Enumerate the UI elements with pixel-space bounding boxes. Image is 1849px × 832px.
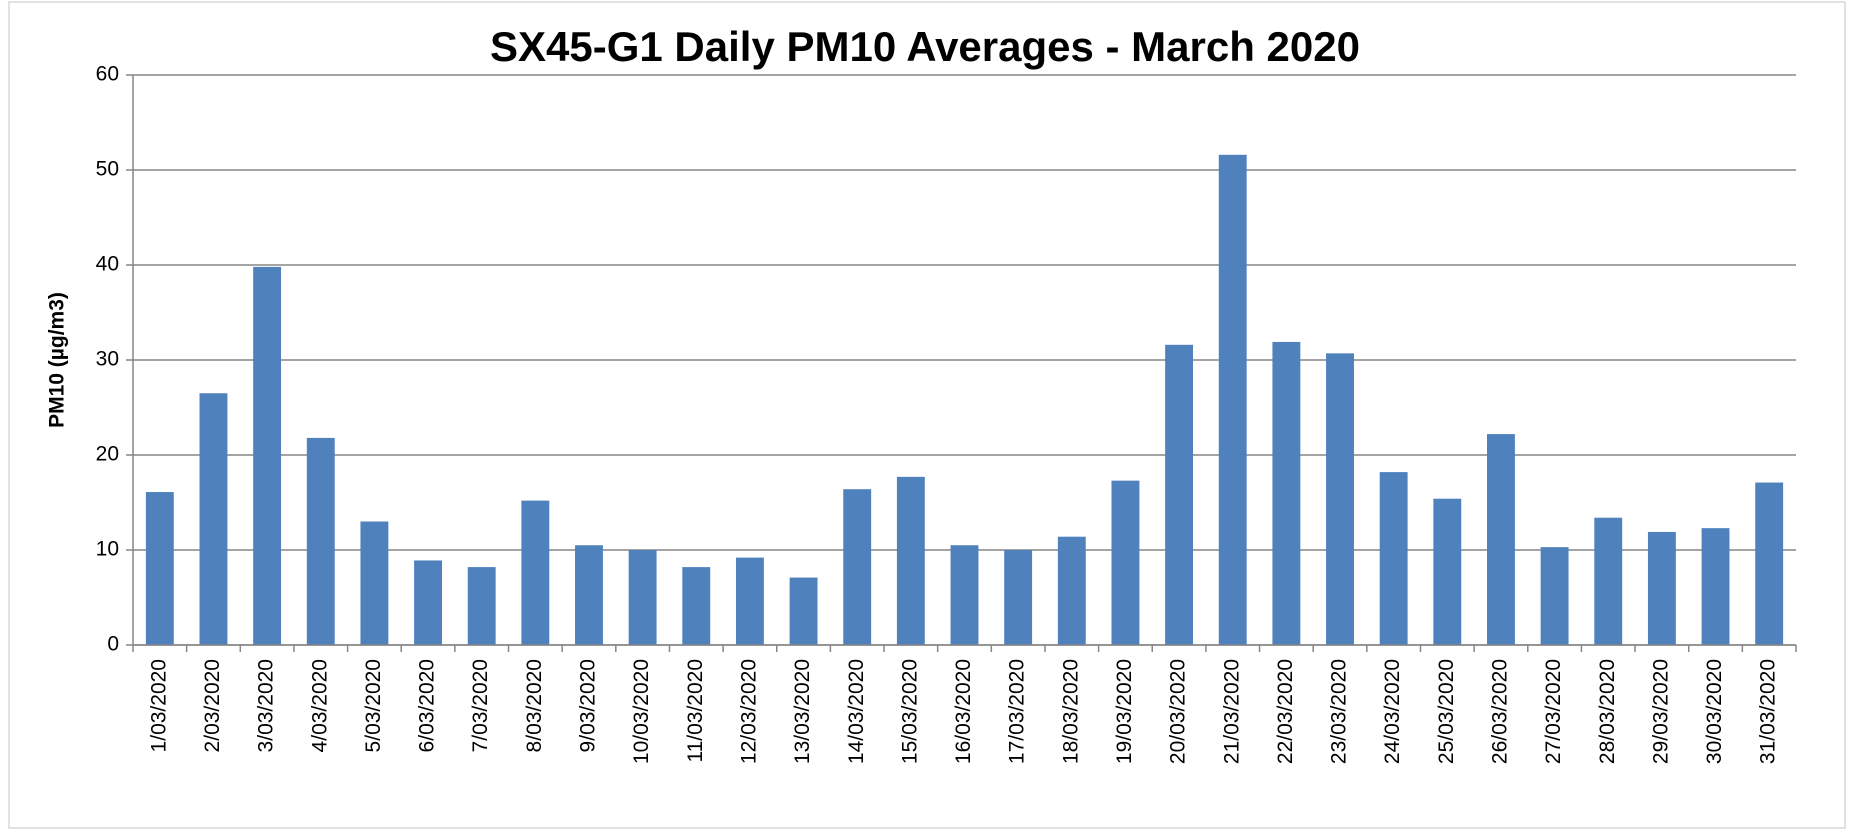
x-tick-label: 25/03/2020	[1435, 659, 1458, 764]
x-tick-label: 26/03/2020	[1488, 659, 1511, 764]
x-tick-label: 13/03/2020	[791, 659, 814, 764]
bar	[575, 545, 603, 645]
chart-border	[8, 1, 1846, 829]
x-tick-label: 30/03/2020	[1703, 659, 1726, 764]
x-tick-label: 17/03/2020	[1006, 659, 1029, 764]
y-tick-label: 0	[107, 633, 119, 656]
bar	[145, 492, 174, 645]
bar	[306, 437, 335, 645]
bar	[1594, 517, 1623, 645]
bar	[843, 489, 872, 645]
x-tick-label: 11/03/2020	[684, 659, 707, 763]
x-tick-label: 15/03/2020	[898, 659, 921, 764]
x-tick-label: 12/03/2020	[737, 659, 760, 764]
y-tick-label: 10	[96, 538, 119, 561]
bar	[789, 577, 818, 645]
y-axis-label: PM10 (µg/m3)	[46, 292, 69, 428]
x-tick-label: 23/03/2020	[1328, 659, 1351, 764]
x-tick-label: 4/03/2020	[308, 659, 331, 752]
bar	[1540, 547, 1569, 645]
x-tick-label: 20/03/2020	[1167, 659, 1190, 764]
x-tick-label: 8/03/2020	[523, 659, 546, 752]
bar	[896, 476, 925, 645]
x-tick-label: 24/03/2020	[1381, 659, 1404, 764]
x-tick-label: 3/03/2020	[255, 659, 278, 752]
bar	[735, 557, 764, 645]
bar	[1326, 353, 1354, 645]
chart-title: SX45-G1 Daily PM10 Averages - March 2020	[490, 23, 1360, 70]
x-tick-label: 5/03/2020	[362, 659, 385, 752]
x-tick-label: 29/03/2020	[1649, 659, 1672, 764]
x-tick-label: 22/03/2020	[1274, 659, 1297, 764]
bar	[467, 567, 496, 645]
bar	[1111, 480, 1140, 645]
x-tick-label: 14/03/2020	[845, 659, 868, 764]
bar	[253, 266, 282, 645]
bar	[1433, 498, 1462, 645]
bar	[628, 550, 657, 645]
bar	[1004, 550, 1033, 645]
x-tick-label: 28/03/2020	[1596, 659, 1619, 764]
bar	[521, 500, 550, 645]
x-tick-label: 7/03/2020	[469, 659, 492, 752]
bar	[360, 521, 389, 645]
bar	[1701, 528, 1730, 645]
bar	[1165, 344, 1194, 645]
x-tick-label: 10/03/2020	[630, 659, 653, 764]
y-tick-label: 30	[96, 348, 119, 371]
x-tick-label: 31/03/2020	[1757, 659, 1780, 764]
bar	[1755, 482, 1784, 645]
x-tick-label: 6/03/2020	[416, 659, 439, 752]
y-tick-label: 20	[96, 443, 119, 466]
bar	[1272, 341, 1301, 645]
bar	[199, 393, 228, 645]
x-tick-label: 18/03/2020	[1059, 659, 1082, 764]
x-tick-label: 19/03/2020	[1113, 659, 1136, 764]
bar	[1487, 434, 1515, 645]
bar	[682, 567, 711, 645]
y-tick-label: 50	[96, 158, 119, 181]
y-tick-label: 60	[96, 63, 119, 86]
x-tick-label: 16/03/2020	[952, 659, 975, 764]
bar	[414, 560, 442, 645]
bar	[1218, 154, 1247, 646]
bar	[950, 545, 979, 645]
y-tick-label: 40	[96, 253, 119, 276]
x-tick-label: 2/03/2020	[201, 659, 224, 752]
bar	[1057, 536, 1086, 645]
x-tick-label: 27/03/2020	[1542, 659, 1565, 764]
x-tick-label: 21/03/2020	[1220, 659, 1243, 764]
x-tick-label: 9/03/2020	[577, 659, 600, 752]
bar	[1647, 531, 1676, 645]
x-tick-label: 1/03/2020	[147, 659, 170, 752]
bar	[1379, 472, 1408, 645]
